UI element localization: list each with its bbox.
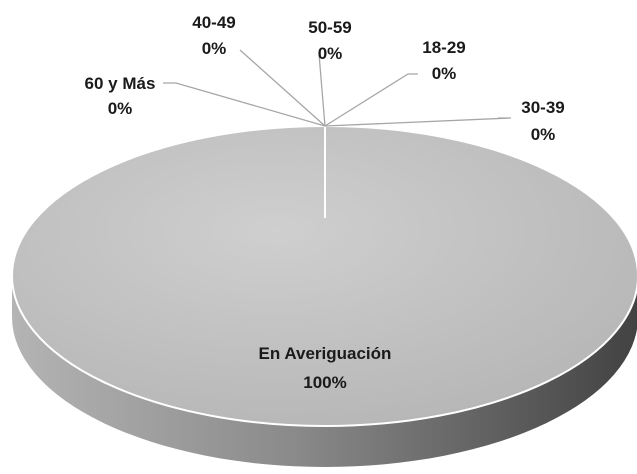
slice-label-40-49-value: 0% — [202, 39, 227, 58]
slice-label-30-39-value: 0% — [531, 125, 556, 144]
leader-line-60-y-mas — [163, 82, 326, 127]
slice-label-30-39-name: 30-39 — [521, 98, 564, 117]
pie-side-wall — [12, 276, 637, 467]
leader-line-30-39 — [324, 117, 512, 127]
slice-label-50-59-name: 50-59 — [308, 18, 351, 37]
leader-lines — [163, 49, 512, 127]
slice-label-18-29-value: 0% — [432, 64, 457, 83]
slice-label-50-59-value: 0% — [318, 44, 343, 63]
slice-label-18-29-name: 18-29 — [422, 38, 465, 57]
leader-line-50-59 — [318, 53, 326, 127]
slice-label-en-averiguacion-value: 100% — [303, 373, 346, 392]
slice-label-en-averiguacion-name: En Averiguación — [259, 344, 392, 363]
slice-label-40-49-name: 40-49 — [192, 13, 235, 32]
slice-label-60-y-mas-value: 0% — [108, 99, 133, 118]
leader-line-40-49 — [239, 49, 326, 127]
slice-label-60-y-mas-name: 60 y Más — [85, 74, 156, 93]
leader-line-18-29 — [324, 73, 418, 127]
